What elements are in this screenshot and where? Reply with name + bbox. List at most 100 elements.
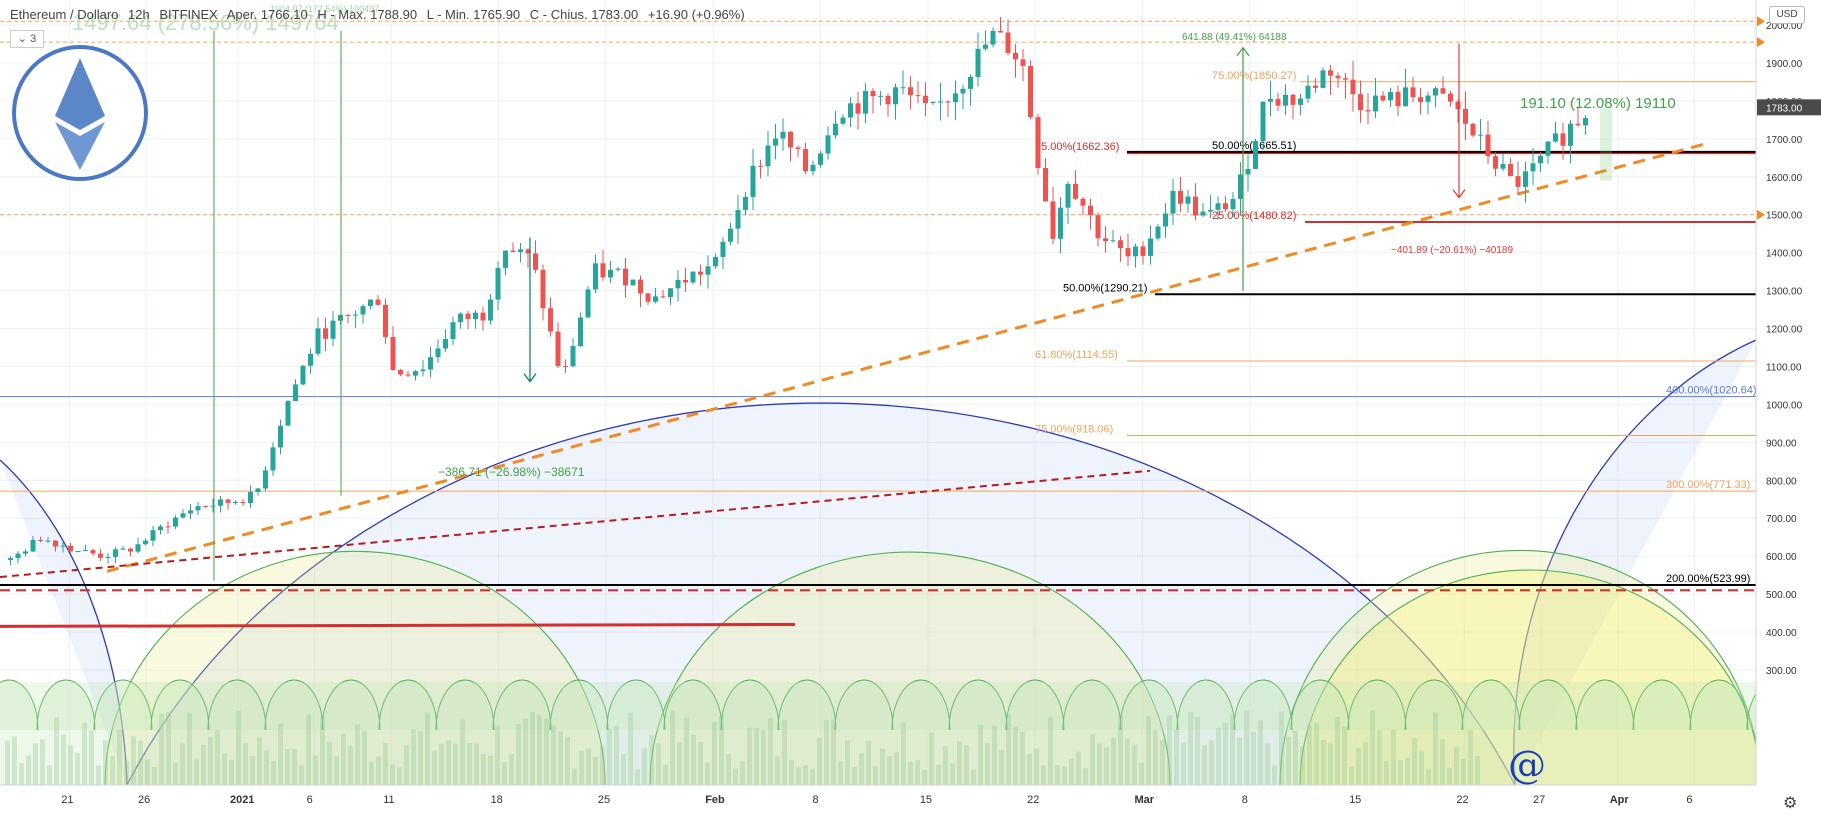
volume-bar [1006, 714, 1011, 785]
volume-bar [1139, 762, 1144, 785]
settings-gear-icon[interactable]: ⚙ [1783, 795, 1798, 812]
candle-body [285, 401, 291, 426]
volume-bar [691, 734, 696, 785]
volume-bar [26, 755, 31, 785]
candle-body [765, 145, 771, 167]
time-tick-label: 15 [920, 794, 932, 806]
candle-body [735, 209, 741, 229]
change-value: +16.90 (+0.96%) [647, 7, 745, 22]
volume-bar [166, 711, 171, 785]
volume-bar [999, 749, 1004, 785]
volume-bar [1251, 731, 1256, 785]
volume-bar [110, 755, 115, 785]
indicator-count-badge[interactable]: ⌄ 3 [10, 30, 44, 48]
candle-body [1350, 79, 1356, 95]
volume-bar [1209, 740, 1214, 785]
volume-bar [1034, 748, 1039, 785]
volume-bar [1433, 712, 1438, 785]
candle-body [1568, 123, 1573, 146]
volume-bar [292, 748, 297, 785]
small-cycle-arc [834, 679, 894, 731]
candle-body [1575, 123, 1581, 126]
candle-body [263, 470, 268, 489]
symbol-header: Ethereum / Dollaro 12h BITFINEX Aper. 17… [10, 7, 751, 22]
time-tick-label: 11 [383, 794, 394, 806]
candle-body [683, 279, 688, 283]
candle-body [788, 131, 793, 148]
volume-bar [383, 742, 388, 785]
volume-bar [1279, 711, 1284, 785]
small-cycle-arc [435, 679, 495, 731]
time-tick-label: 6 [1686, 794, 1692, 806]
volume-bar [1076, 751, 1081, 785]
volume-bar [1335, 717, 1340, 785]
volume-bar [964, 745, 969, 785]
candle-body [180, 513, 186, 518]
candle-body [38, 539, 43, 541]
volume-bar [1258, 720, 1263, 785]
volume-bar [1132, 744, 1137, 785]
volume-bar [572, 768, 577, 785]
volume-bar [425, 712, 430, 785]
cycle-band [0, 682, 1756, 785]
ethereum-logo-icon-top [55, 58, 105, 130]
small-cycle-arc [0, 679, 39, 731]
time-tick-label: Mar [1134, 794, 1154, 806]
volume-bar [1090, 733, 1095, 785]
small-cycle-arc [777, 679, 837, 731]
candle-body [810, 164, 816, 172]
candle-body [593, 263, 598, 290]
volume-bar [348, 745, 353, 785]
volume-bar [68, 745, 73, 785]
volume-bar [628, 712, 633, 785]
volume-bar [1097, 743, 1102, 785]
candle-body [743, 196, 748, 210]
small-cycle-arc [378, 679, 438, 731]
price-tick-label: 1700.00 [1766, 135, 1803, 146]
candle-body [818, 153, 823, 165]
volume-bar [635, 769, 640, 785]
volume-bar [502, 762, 507, 785]
blue-cycle-arc-right [1513, 339, 1757, 786]
candle-body [413, 371, 418, 376]
volume-bar [320, 716, 325, 785]
volume-bar [187, 712, 192, 785]
candle-body [8, 558, 13, 560]
candle-body [983, 44, 988, 49]
time-tick-label: 15 [1349, 794, 1361, 806]
candle-body [1395, 91, 1401, 107]
volume-bar [215, 729, 220, 785]
candle-body [473, 312, 478, 320]
symbol-name[interactable]: Ethereum / Dollaro [10, 7, 119, 22]
small-cycle-arc [36, 679, 96, 731]
candle-body [1050, 201, 1056, 239]
volume-bar [1356, 747, 1361, 785]
volume-bar [1363, 741, 1368, 785]
volume-bar [586, 748, 591, 785]
volume-bar [33, 743, 38, 785]
axis-marker [1757, 37, 1765, 48]
candle-body [488, 299, 493, 321]
time-tick-label: Apr [1610, 794, 1630, 806]
candle-body [668, 288, 673, 298]
time-tick-label: 26 [138, 794, 150, 806]
candle-body [660, 296, 666, 298]
time-axis-bg [0, 785, 1821, 817]
volume-bar [1111, 737, 1116, 785]
volume-bar [264, 750, 269, 785]
candle-body [1170, 190, 1176, 214]
candle-body [1410, 87, 1416, 98]
currency-button[interactable]: USD [1769, 6, 1805, 24]
candle-body [45, 540, 51, 542]
candle-body [1163, 213, 1168, 227]
candle-body [1448, 93, 1453, 102]
candle-body [825, 135, 831, 154]
interval-label[interactable]: 12h [128, 7, 150, 22]
small-cycle-arc [1005, 679, 1065, 731]
price-tick-label: 700.00 [1766, 514, 1797, 525]
volume-bar [1244, 710, 1249, 785]
volume-bar [600, 746, 605, 785]
price-tick-label: 600.00 [1766, 552, 1797, 563]
volume-bar [243, 743, 248, 785]
